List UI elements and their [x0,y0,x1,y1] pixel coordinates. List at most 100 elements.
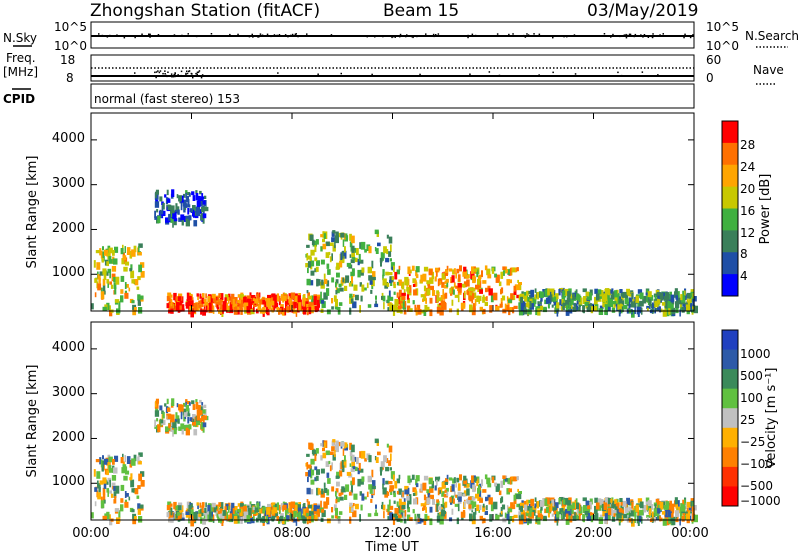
velocity-cell [584,511,589,516]
power-cell [366,282,369,289]
power-cell [663,296,668,301]
velocity-cell [322,447,325,452]
velocity-cell [587,505,591,510]
power-cell [420,274,423,283]
velocity-cell [459,474,462,481]
power-cell [629,293,632,297]
velocity-cell [547,512,550,518]
power-cell [426,288,431,296]
velocity-cell [320,455,323,461]
velocity-cell [120,498,124,503]
velocity-cell [138,460,142,465]
velocity-cell [366,453,371,460]
power-colorbar-segment [722,208,738,231]
velocity-cell [453,477,456,483]
power-cell [613,300,616,308]
power-cell [555,293,559,300]
power-cell [617,299,621,305]
power-cell [339,261,343,268]
velocity-cell [578,513,581,520]
velocity-cell [254,507,259,513]
power-cell [429,285,434,291]
velocity-cell [139,504,144,509]
velocity-cell [187,417,190,424]
power-cell [322,238,325,243]
velocity-cell [421,518,425,523]
velocity-cell [306,517,309,522]
power-cell [387,307,390,311]
power-cell [188,215,192,221]
power-cell [257,304,262,311]
power-cell [128,287,131,292]
power-cell [352,257,356,261]
velocity-cell [518,503,521,511]
power-cell [191,294,193,298]
velocity-cell [178,404,182,411]
velocity-cell [647,516,649,521]
power-cell [239,304,243,312]
nave-point [176,75,179,77]
power-cell [103,249,109,256]
power-cell [398,305,402,310]
velocity-cell [525,506,530,511]
power-cell [526,290,529,296]
power-cell [336,306,341,310]
power-cell [471,266,474,274]
velocity-cell [327,478,331,484]
velocity-cell [444,489,447,493]
nsearch-point [467,34,469,37]
velocity-cell [192,404,196,410]
power-cell [630,301,634,308]
power-cell [139,295,144,300]
nave-point [171,76,173,78]
velocity-cell [423,505,426,511]
power-cell [499,303,503,308]
power-cell [394,271,398,280]
velocity-cell [351,485,353,493]
power-cell [457,294,460,303]
power-cell [513,289,517,295]
power-cell [166,296,171,302]
power-cell [393,265,395,273]
power-cell [490,295,494,303]
power-cell [495,305,500,312]
power-cell [443,284,448,289]
date-title: 03/May/2019 [587,1,699,21]
power-cell [651,295,654,301]
velocity-cell [623,513,628,519]
velocity-cell [279,517,282,522]
velocity-cell [398,488,402,495]
power-cell [426,280,431,285]
power-cell [396,281,399,286]
nave-point [538,74,540,76]
velocity-cell [175,505,178,510]
velocity-cell [401,512,403,517]
velocity-cell [233,512,238,516]
power-cell [190,300,194,307]
power-cell [502,270,505,276]
velocity-cell [362,496,367,500]
power-cell [599,305,604,310]
nsearch-point [640,34,642,36]
power-cell [404,280,409,286]
power-cell [388,290,391,298]
power-cell [307,292,310,299]
power-cell [217,296,220,301]
power-cell [614,290,618,299]
nsearch-point [98,33,100,35]
velocity-cell [307,464,312,469]
velocity-cell [524,504,528,511]
power-cell [510,267,513,271]
power-cell [335,231,339,237]
velocity-cell [345,442,348,448]
nsearch-point [683,36,685,39]
power-cell [186,192,191,196]
velocity-cell [155,400,157,407]
velocity-cell [604,513,608,520]
velocity-cell [412,487,417,493]
velocity-cell [125,493,129,497]
velocity-cell [290,511,292,519]
velocity-cell [435,476,440,482]
velocity-cell [289,507,292,513]
power-cell [396,292,399,298]
